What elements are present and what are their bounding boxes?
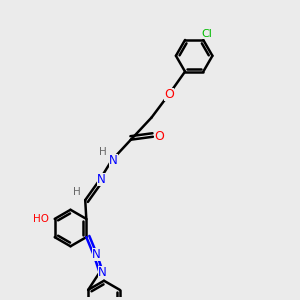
Text: HO: HO <box>33 214 50 224</box>
Text: N: N <box>109 154 118 167</box>
Text: N: N <box>97 173 106 186</box>
Text: H: H <box>99 147 107 157</box>
Text: O: O <box>164 88 174 100</box>
Text: N: N <box>92 248 101 261</box>
Text: H: H <box>73 187 81 197</box>
Text: O: O <box>154 130 164 143</box>
Text: Cl: Cl <box>202 28 212 39</box>
Text: N: N <box>98 266 107 279</box>
